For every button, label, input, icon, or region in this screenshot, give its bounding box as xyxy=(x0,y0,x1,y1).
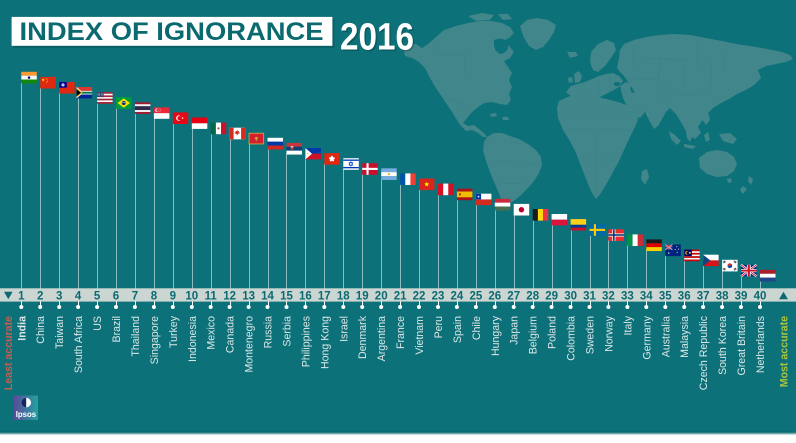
svg-text:France: France xyxy=(395,316,407,349)
svg-text:28: 28 xyxy=(526,291,539,303)
svg-text:9: 9 xyxy=(170,291,176,303)
svg-text:Sweden: Sweden xyxy=(585,316,597,354)
svg-text:35: 35 xyxy=(659,291,672,303)
svg-text:Germany: Germany xyxy=(641,315,653,359)
svg-text:Brazil: Brazil xyxy=(111,316,123,343)
svg-text:South Africa: South Africa xyxy=(73,316,85,373)
svg-text:Norway: Norway xyxy=(603,315,615,352)
svg-text:Denmark: Denmark xyxy=(357,315,369,359)
svg-text:25: 25 xyxy=(470,291,483,303)
svg-text:Philippines: Philippines xyxy=(300,316,312,367)
svg-text:Russia: Russia xyxy=(263,316,275,348)
svg-text:7: 7 xyxy=(132,291,138,303)
svg-text:Hungary: Hungary xyxy=(490,315,502,356)
svg-text:Thailand: Thailand xyxy=(130,316,142,357)
svg-text:19: 19 xyxy=(356,291,369,303)
svg-text:Colombia: Colombia xyxy=(566,316,578,361)
svg-text:Serbia: Serbia xyxy=(282,316,294,347)
svg-text:3: 3 xyxy=(56,291,62,303)
svg-text:Poland: Poland xyxy=(547,316,559,349)
svg-text:Canada: Canada xyxy=(225,316,237,353)
svg-text:21: 21 xyxy=(394,291,407,303)
svg-text:Taiwan: Taiwan xyxy=(54,316,66,349)
svg-text:Italy: Italy xyxy=(622,315,634,335)
svg-text:39: 39 xyxy=(735,291,748,303)
svg-text:Vietnam: Vietnam xyxy=(414,316,426,355)
svg-text:10: 10 xyxy=(185,291,198,303)
svg-text:6: 6 xyxy=(113,291,119,303)
svg-text:13: 13 xyxy=(242,291,255,303)
svg-text:38: 38 xyxy=(716,291,729,303)
svg-text:Australia: Australia xyxy=(660,316,672,357)
svg-text:23: 23 xyxy=(432,291,445,303)
svg-text:INDEX OF IGNORANCE: INDEX OF IGNORANCE xyxy=(20,18,324,46)
svg-text:South Korea: South Korea xyxy=(717,316,729,375)
svg-text:34: 34 xyxy=(640,291,653,303)
svg-text:India: India xyxy=(16,316,28,341)
svg-text:2: 2 xyxy=(37,291,43,303)
svg-text:36: 36 xyxy=(678,291,691,303)
svg-text:12: 12 xyxy=(223,291,236,303)
svg-text:14: 14 xyxy=(261,291,274,303)
svg-text:33: 33 xyxy=(621,291,634,303)
svg-text:Japan: Japan xyxy=(509,316,521,345)
svg-text:17: 17 xyxy=(318,291,331,303)
svg-text:Hong Kong: Hong Kong xyxy=(319,316,331,369)
svg-text:1: 1 xyxy=(18,291,25,303)
svg-text:11: 11 xyxy=(205,291,218,303)
svg-text:Turkey: Turkey xyxy=(168,315,180,348)
svg-text:27: 27 xyxy=(507,291,520,303)
svg-text:26: 26 xyxy=(488,291,501,303)
svg-text:Mexico: Mexico xyxy=(206,316,218,350)
svg-text:37: 37 xyxy=(697,291,710,303)
svg-text:Netherlands: Netherlands xyxy=(755,316,767,373)
svg-text:16: 16 xyxy=(299,291,312,303)
svg-text:Great Britain: Great Britain xyxy=(736,316,748,376)
svg-text:24: 24 xyxy=(451,291,464,303)
svg-text:2016: 2016 xyxy=(342,18,416,60)
svg-text:Czech Republic: Czech Republic xyxy=(698,315,710,390)
svg-text:8: 8 xyxy=(151,291,158,303)
svg-text:15: 15 xyxy=(280,291,293,303)
svg-text:US: US xyxy=(92,316,104,331)
svg-text:Montenegro: Montenegro xyxy=(244,316,256,373)
svg-text:Ipsos: Ipsos xyxy=(16,410,37,419)
svg-text:4: 4 xyxy=(75,291,82,303)
svg-text:Peru: Peru xyxy=(433,316,445,338)
svg-text:32: 32 xyxy=(602,291,615,303)
svg-text:18: 18 xyxy=(337,291,350,303)
svg-text:22: 22 xyxy=(413,291,426,303)
svg-text:Singapore: Singapore xyxy=(149,316,161,364)
svg-text:Israel: Israel xyxy=(338,316,350,342)
svg-text:Chile: Chile xyxy=(471,316,483,340)
svg-text:Malaysia: Malaysia xyxy=(679,316,691,358)
svg-text:20: 20 xyxy=(375,291,388,303)
svg-text:29: 29 xyxy=(545,291,558,303)
svg-text:5: 5 xyxy=(94,291,101,303)
svg-text:Spain: Spain xyxy=(452,316,464,343)
svg-text:31: 31 xyxy=(583,291,596,303)
svg-text:2016: 2016 xyxy=(340,17,414,59)
svg-text:Least accurate: Least accurate xyxy=(3,316,15,390)
svg-text:Belgium: Belgium xyxy=(528,316,540,354)
svg-text:Most accurate: Most accurate xyxy=(779,316,791,387)
svg-text:China: China xyxy=(35,316,47,344)
svg-text:40: 40 xyxy=(754,291,767,303)
svg-text:Argentina: Argentina xyxy=(376,316,388,361)
svg-text:Indonesia: Indonesia xyxy=(187,316,199,362)
svg-text:30: 30 xyxy=(564,291,577,303)
